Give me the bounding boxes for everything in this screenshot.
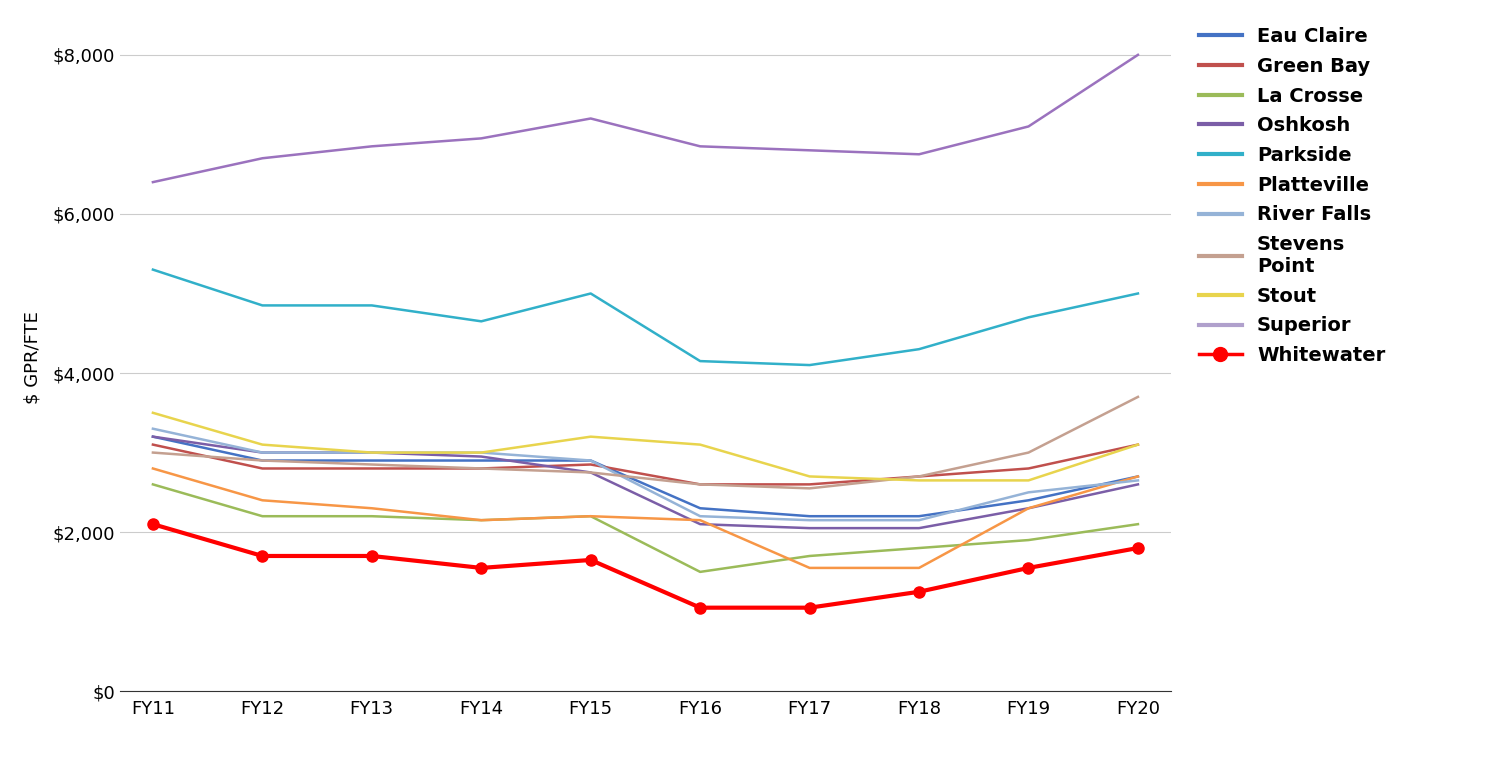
Y-axis label: $ GPR/FTE: $ GPR/FTE — [24, 311, 42, 403]
Legend: Eau Claire, Green Bay, La Crosse, Oshkosh, Parkside, Platteville, River Falls, S: Eau Claire, Green Bay, La Crosse, Oshkos… — [1190, 19, 1393, 373]
